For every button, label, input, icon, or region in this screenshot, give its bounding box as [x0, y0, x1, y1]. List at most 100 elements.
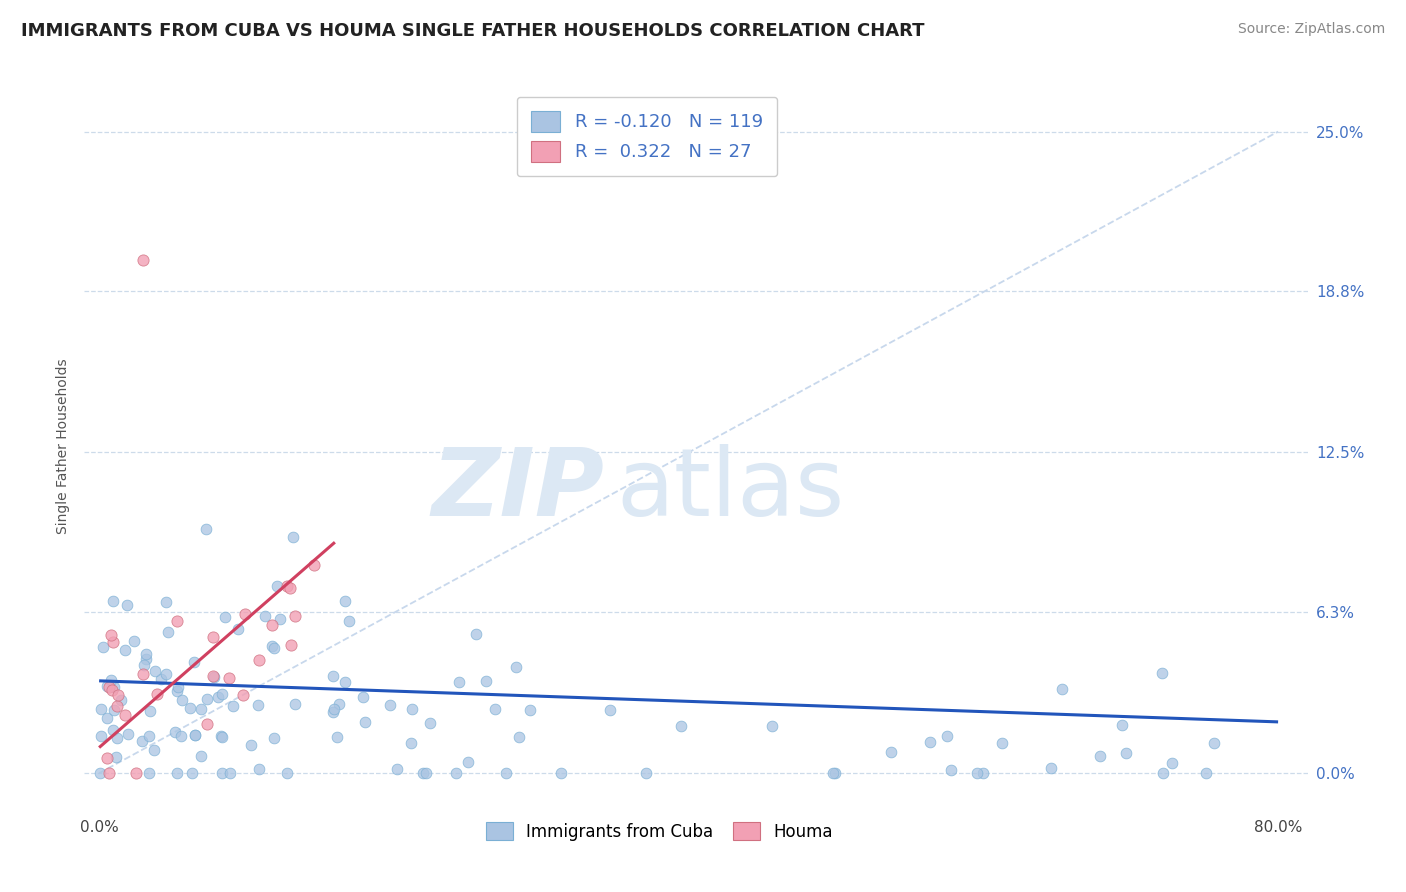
- Point: [276, 766, 298, 780]
- Point: [114, 708, 136, 723]
- Point: [278, 581, 301, 595]
- Point: [103, 681, 125, 695]
- Point: [100, 673, 122, 687]
- Point: [211, 730, 233, 744]
- Point: [211, 687, 233, 701]
- Point: [1161, 756, 1184, 771]
- Point: [1195, 766, 1218, 780]
- Point: [96, 751, 118, 765]
- Point: [1150, 665, 1173, 680]
- Point: [149, 672, 172, 686]
- Point: [105, 731, 128, 746]
- Point: [232, 688, 254, 702]
- Point: [131, 734, 153, 748]
- Point: [1115, 746, 1137, 760]
- Point: [254, 608, 277, 623]
- Point: [302, 558, 325, 573]
- Point: [444, 766, 467, 780]
- Point: [247, 762, 270, 776]
- Point: [335, 675, 357, 690]
- Point: [110, 692, 132, 706]
- Point: [222, 698, 245, 713]
- Point: [495, 766, 517, 780]
- Point: [447, 674, 470, 689]
- Point: [166, 614, 188, 628]
- Point: [246, 698, 269, 713]
- Point: [821, 766, 844, 780]
- Point: [132, 667, 155, 681]
- Point: [114, 643, 136, 657]
- Point: [761, 718, 783, 732]
- Point: [465, 627, 488, 641]
- Point: [990, 736, 1012, 750]
- Point: [190, 749, 212, 764]
- Point: [135, 648, 157, 662]
- Point: [284, 609, 307, 624]
- Point: [139, 704, 162, 718]
- Point: [401, 702, 423, 716]
- Point: [96, 679, 118, 693]
- Point: [508, 730, 530, 744]
- Point: [519, 703, 541, 717]
- Point: [1152, 766, 1174, 780]
- Point: [100, 628, 122, 642]
- Point: [263, 731, 285, 745]
- Point: [936, 730, 959, 744]
- Point: [263, 641, 285, 656]
- Point: [1204, 736, 1226, 750]
- Point: [172, 693, 194, 707]
- Point: [211, 766, 233, 780]
- Point: [209, 729, 232, 743]
- Point: [1039, 761, 1062, 775]
- Point: [214, 609, 236, 624]
- Point: [115, 598, 138, 612]
- Point: [266, 579, 288, 593]
- Point: [138, 729, 160, 743]
- Point: [247, 653, 270, 667]
- Point: [202, 670, 225, 684]
- Point: [163, 724, 186, 739]
- Point: [97, 680, 120, 694]
- Point: [183, 656, 205, 670]
- Point: [195, 523, 218, 537]
- Text: IMMIGRANTS FROM CUBA VS HOUMA SINGLE FATHER HOUSEHOLDS CORRELATION CHART: IMMIGRANTS FROM CUBA VS HOUMA SINGLE FAT…: [21, 22, 925, 40]
- Point: [201, 669, 224, 683]
- Point: [505, 660, 527, 674]
- Point: [104, 750, 127, 764]
- Point: [179, 701, 201, 715]
- Point: [98, 766, 121, 780]
- Point: [181, 766, 204, 780]
- Point: [328, 697, 350, 711]
- Point: [352, 690, 374, 704]
- Point: [1050, 681, 1073, 696]
- Point: [280, 639, 302, 653]
- Point: [169, 729, 191, 743]
- Point: [101, 634, 124, 648]
- Point: [143, 743, 166, 757]
- Point: [419, 715, 441, 730]
- Point: [101, 723, 124, 737]
- Point: [195, 692, 218, 706]
- Point: [103, 703, 125, 717]
- Point: [226, 623, 249, 637]
- Text: Source: ZipAtlas.com: Source: ZipAtlas.com: [1237, 22, 1385, 37]
- Point: [143, 665, 166, 679]
- Point: [218, 671, 240, 685]
- Point: [669, 719, 692, 733]
- Point: [233, 607, 256, 621]
- Point: [96, 711, 118, 725]
- Point: [155, 667, 177, 681]
- Point: [90, 702, 112, 716]
- Point: [380, 698, 402, 712]
- Point: [972, 766, 994, 780]
- Point: [166, 684, 188, 698]
- Point: [634, 766, 657, 780]
- Point: [385, 762, 408, 776]
- Point: [337, 615, 360, 629]
- Point: [415, 766, 437, 780]
- Point: [117, 727, 139, 741]
- Point: [401, 736, 423, 750]
- Point: [157, 624, 180, 639]
- Point: [107, 688, 129, 702]
- Point: [941, 763, 963, 777]
